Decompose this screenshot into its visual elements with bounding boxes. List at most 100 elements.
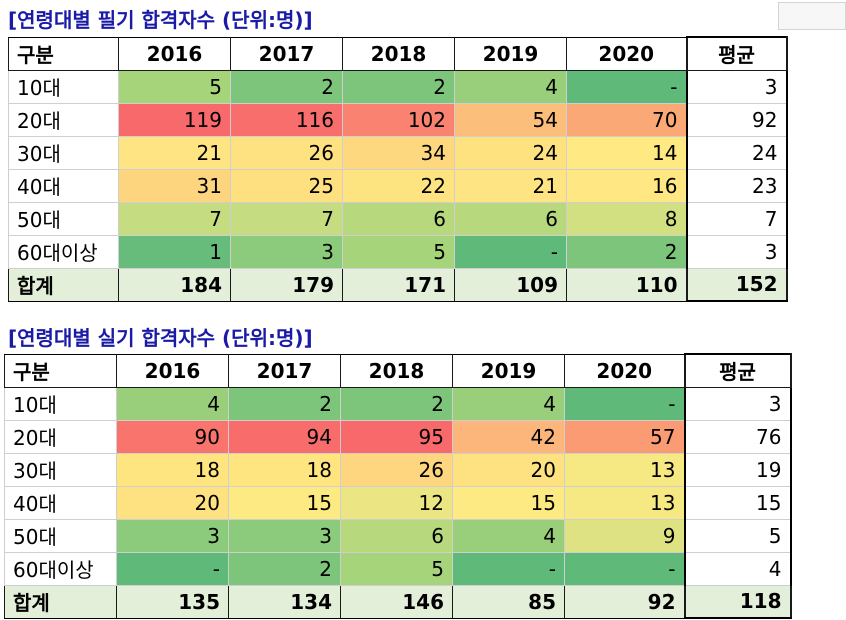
row-label-cell[interactable]: 50대 xyxy=(4,518,117,553)
total-value-cell[interactable]: 85 xyxy=(452,584,565,619)
value-cell[interactable]: 13 xyxy=(564,485,685,520)
header-category-cell[interactable]: 구분 xyxy=(8,36,119,71)
header-year-cell[interactable]: 2019 xyxy=(454,36,567,71)
header-average-cell[interactable]: 평균 xyxy=(685,36,788,71)
row-label-cell[interactable]: 10대 xyxy=(8,69,119,104)
value-cell[interactable]: 26 xyxy=(340,452,453,487)
value-cell[interactable]: 16 xyxy=(566,168,687,203)
value-cell[interactable]: 21 xyxy=(118,135,231,170)
header-year-cell[interactable]: 2018 xyxy=(340,353,453,388)
header-year-cell[interactable]: 2020 xyxy=(566,36,687,71)
value-cell[interactable]: 94 xyxy=(228,419,341,454)
value-cell[interactable]: 21 xyxy=(454,168,567,203)
total-average-cell[interactable]: 118 xyxy=(683,584,792,619)
value-cell[interactable]: 7 xyxy=(118,201,231,236)
value-cell[interactable]: 18 xyxy=(116,452,229,487)
total-value-cell[interactable]: 109 xyxy=(454,267,567,302)
value-cell[interactable]: 12 xyxy=(340,485,453,520)
value-cell[interactable]: 2 xyxy=(566,234,687,269)
row-label-cell[interactable]: 20대 xyxy=(4,419,117,454)
value-cell[interactable]: 4 xyxy=(454,69,567,104)
header-year-cell[interactable]: 2020 xyxy=(564,353,685,388)
value-cell[interactable]: 13 xyxy=(564,452,685,487)
header-year-cell[interactable]: 2016 xyxy=(118,36,231,71)
total-value-cell[interactable]: 179 xyxy=(230,267,343,302)
value-cell[interactable]: 3 xyxy=(230,234,343,269)
average-cell[interactable]: 23 xyxy=(685,168,788,203)
average-cell[interactable]: 4 xyxy=(683,551,792,586)
value-cell[interactable]: 8 xyxy=(566,201,687,236)
row-label-cell[interactable]: 20대 xyxy=(8,102,119,137)
total-value-cell[interactable]: 184 xyxy=(118,267,231,302)
row-label-cell[interactable]: 50대 xyxy=(8,201,119,236)
row-label-cell[interactable]: 30대 xyxy=(8,135,119,170)
average-cell[interactable]: 92 xyxy=(685,102,788,137)
value-cell[interactable]: 3 xyxy=(116,518,229,553)
value-cell[interactable]: 15 xyxy=(452,485,565,520)
value-cell[interactable]: 95 xyxy=(340,419,453,454)
value-cell[interactable]: 119 xyxy=(118,102,231,137)
header-year-cell[interactable]: 2017 xyxy=(228,353,341,388)
average-cell[interactable]: 3 xyxy=(685,69,788,104)
value-cell[interactable]: 15 xyxy=(228,485,341,520)
value-cell[interactable]: - xyxy=(454,234,567,269)
row-label-cell[interactable]: 40대 xyxy=(8,168,119,203)
value-cell[interactable]: 4 xyxy=(452,386,565,421)
average-cell[interactable]: 19 xyxy=(683,452,792,487)
value-cell[interactable]: 20 xyxy=(116,485,229,520)
total-value-cell[interactable]: 146 xyxy=(340,584,453,619)
row-label-cell[interactable]: 30대 xyxy=(4,452,117,487)
value-cell[interactable]: 2 xyxy=(340,386,453,421)
value-cell[interactable]: - xyxy=(564,386,685,421)
total-value-cell[interactable]: 134 xyxy=(228,584,341,619)
header-year-cell[interactable]: 2017 xyxy=(230,36,343,71)
value-cell[interactable]: 4 xyxy=(116,386,229,421)
value-cell[interactable]: - xyxy=(116,551,229,586)
row-label-cell[interactable]: 60대이상 xyxy=(4,551,117,586)
value-cell[interactable]: 5 xyxy=(340,551,453,586)
total-value-cell[interactable]: 171 xyxy=(342,267,455,302)
value-cell[interactable]: - xyxy=(566,69,687,104)
value-cell[interactable]: 25 xyxy=(230,168,343,203)
value-cell[interactable]: 18 xyxy=(228,452,341,487)
total-value-cell[interactable]: 110 xyxy=(566,267,687,302)
average-cell[interactable]: 3 xyxy=(683,386,792,421)
average-cell[interactable]: 76 xyxy=(683,419,792,454)
header-year-cell[interactable]: 2016 xyxy=(116,353,229,388)
value-cell[interactable]: 9 xyxy=(564,518,685,553)
row-label-cell[interactable]: 40대 xyxy=(4,485,117,520)
value-cell[interactable]: - xyxy=(564,551,685,586)
value-cell[interactable]: 2 xyxy=(228,386,341,421)
row-label-cell[interactable]: 10대 xyxy=(4,386,117,421)
total-value-cell[interactable]: 92 xyxy=(564,584,685,619)
value-cell[interactable]: 2 xyxy=(230,69,343,104)
value-cell[interactable]: 6 xyxy=(454,201,567,236)
value-cell[interactable]: 3 xyxy=(228,518,341,553)
average-cell[interactable]: 3 xyxy=(685,234,788,269)
average-cell[interactable]: 24 xyxy=(685,135,788,170)
value-cell[interactable]: 2 xyxy=(228,551,341,586)
value-cell[interactable]: 22 xyxy=(342,168,455,203)
row-label-cell[interactable]: 60대이상 xyxy=(8,234,119,269)
value-cell[interactable]: 1 xyxy=(118,234,231,269)
total-label-cell[interactable]: 합계 xyxy=(4,584,117,619)
value-cell[interactable]: 57 xyxy=(564,419,685,454)
value-cell[interactable]: 102 xyxy=(342,102,455,137)
value-cell[interactable]: 7 xyxy=(230,201,343,236)
value-cell[interactable]: 20 xyxy=(452,452,565,487)
value-cell[interactable]: 4 xyxy=(452,518,565,553)
value-cell[interactable]: 14 xyxy=(566,135,687,170)
value-cell[interactable]: 24 xyxy=(454,135,567,170)
header-year-cell[interactable]: 2019 xyxy=(452,353,565,388)
average-cell[interactable]: 5 xyxy=(683,518,792,553)
value-cell[interactable]: 6 xyxy=(342,201,455,236)
selected-cell-box[interactable] xyxy=(778,2,846,30)
value-cell[interactable]: - xyxy=(452,551,565,586)
value-cell[interactable]: 5 xyxy=(118,69,231,104)
value-cell[interactable]: 31 xyxy=(118,168,231,203)
value-cell[interactable]: 34 xyxy=(342,135,455,170)
average-cell[interactable]: 15 xyxy=(683,485,792,520)
value-cell[interactable]: 70 xyxy=(566,102,687,137)
value-cell[interactable]: 6 xyxy=(340,518,453,553)
value-cell[interactable]: 5 xyxy=(342,234,455,269)
